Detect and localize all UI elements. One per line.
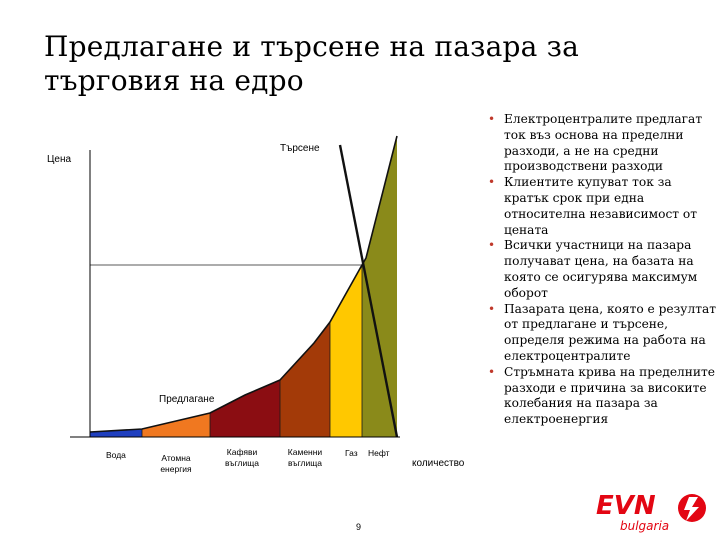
y-axis-label: Цена xyxy=(47,154,71,165)
logo-text-main: EVN xyxy=(596,491,656,521)
slide-title: Предлагане и търсене на пазара за търгов… xyxy=(44,30,579,97)
page-number: 9 xyxy=(356,522,362,532)
category-label-oil: Нефт xyxy=(368,448,390,458)
oil-area xyxy=(362,136,397,437)
category-label-nuclear: Атомна енергия xyxy=(160,453,192,474)
hard-coal-area xyxy=(280,322,330,437)
demand-curve xyxy=(338,144,399,438)
bullet-item: • Електроцентралите предлагат ток въз осн… xyxy=(488,112,703,174)
demand-label: Търсене xyxy=(280,143,320,154)
bullet-list: • Електроцентралите предлагат ток въз осн… xyxy=(488,112,720,428)
bullet-item: • Клиентите купуват ток за кратък срок пр… xyxy=(488,175,697,237)
bullet-dot-icon: • xyxy=(488,175,496,190)
category-label-water: Вода xyxy=(106,450,126,460)
category-label-gas: Газ xyxy=(345,448,358,458)
bullet-dot-icon: • xyxy=(488,301,496,316)
nuclear-area xyxy=(142,413,210,437)
bullet-dot-icon: • xyxy=(488,238,496,253)
logo-text-sub: bulgaria xyxy=(620,519,669,533)
evn-logo: EVN bulgaria xyxy=(596,491,706,533)
brown-coal-area xyxy=(210,380,280,437)
category-label-brown-coal: Кафяви въглища xyxy=(225,447,259,468)
bullet-dot-icon: • xyxy=(488,112,496,126)
supply-label: Предлагане xyxy=(159,394,215,405)
bullet-item: • Всички участници на пазара получават це… xyxy=(488,238,698,300)
supply-curve xyxy=(89,135,398,433)
water-area xyxy=(90,429,142,437)
category-label-hard-coal: Каменни въглища xyxy=(288,447,323,468)
bullet-item: • Стръмната крива на пределните разходи е… xyxy=(488,364,715,427)
bullet-dot-icon: • xyxy=(488,364,496,379)
bullet-item: • Пазарата цена, която е резултат от пред… xyxy=(488,301,716,363)
logo-symbol-icon xyxy=(678,494,706,522)
x-axis-label: количество xyxy=(412,458,465,469)
gas-area xyxy=(330,265,362,437)
